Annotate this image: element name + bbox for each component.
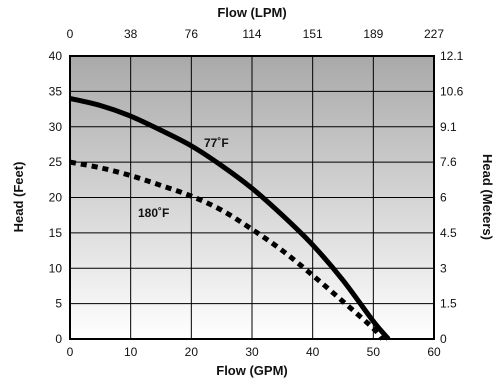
x2-tick-label: 38	[124, 27, 138, 41]
y-tick-label: 40	[49, 49, 63, 63]
x-tick-label: 20	[185, 345, 199, 359]
y2-tick-label: 4.5	[440, 226, 457, 240]
y2-tick-label: 6	[440, 191, 447, 205]
y-tick-label: 10	[49, 261, 63, 275]
x2-tick-label: 189	[363, 27, 383, 41]
x2-tick-label: 0	[67, 27, 74, 41]
x2-tick-label: 151	[303, 27, 323, 41]
y2-tick-label: 7.6	[440, 155, 457, 169]
y-axis-title: Head (Feet)	[11, 162, 26, 233]
y-tick-label: 35	[49, 84, 63, 98]
x-tick-label: 40	[306, 345, 320, 359]
series-label-180f: 180˚F	[138, 206, 169, 220]
x-axis-title: Flow (GPM)	[216, 363, 288, 378]
x-tick-label: 0	[67, 345, 74, 359]
series-line-180f	[69, 159, 385, 341]
x-tick-label: 50	[367, 345, 381, 359]
series-label-77f: 77˚F	[204, 136, 229, 150]
x-tick-label: 30	[245, 345, 259, 359]
y-tick-label: 25	[49, 155, 63, 169]
y2-tick-label: 1.5	[440, 297, 457, 311]
x-tick-label: 10	[124, 345, 138, 359]
y2-tick-label: 12.1	[440, 49, 464, 63]
series-line-77f	[69, 96, 391, 341]
gridlines	[70, 56, 434, 339]
x2-tick-label: 227	[424, 27, 444, 41]
y-tick-label: 20	[49, 191, 63, 205]
y2-tick-label: 3	[440, 261, 447, 275]
x2-tick-label: 76	[185, 27, 199, 41]
x2-tick-label: 114	[242, 27, 261, 41]
series-group	[69, 96, 391, 341]
y-tick-label: 15	[49, 226, 63, 240]
y-tick-label: 30	[49, 120, 63, 134]
y-tick-label: 0	[55, 332, 62, 346]
y2-tick-label: 9.1	[440, 120, 457, 134]
y2-axis-title: Head (Meters)	[480, 154, 495, 240]
x-tick-label: 60	[427, 345, 441, 359]
x2-axis-title: Flow (LPM)	[217, 5, 286, 20]
y2-tick-label: 10.6	[440, 84, 464, 98]
y-tick-label: 5	[55, 297, 62, 311]
y2-tick-label: 0	[440, 332, 447, 346]
